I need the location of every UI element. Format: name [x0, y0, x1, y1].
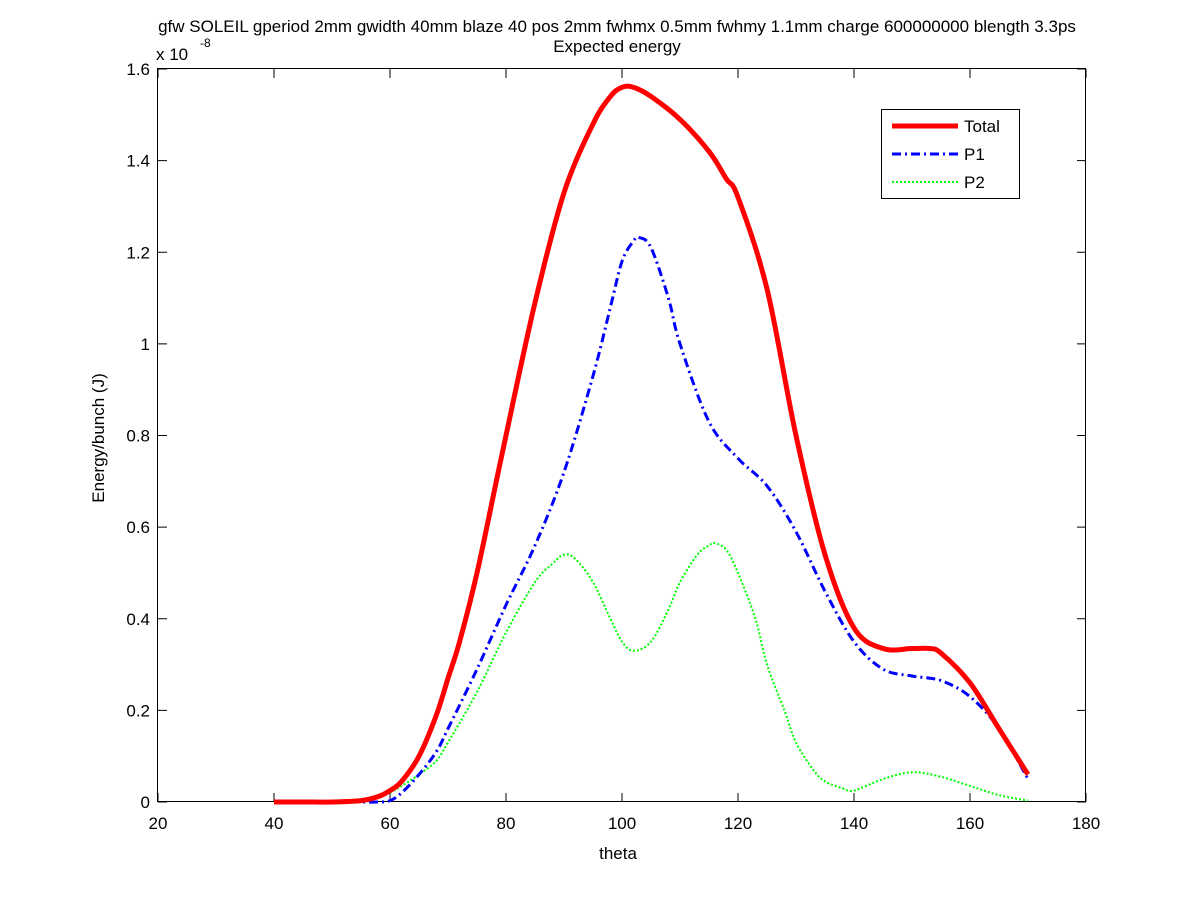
x-tick-label: 160	[956, 814, 984, 833]
y-tick-label: 0.8	[126, 427, 150, 446]
x-tick-label: 180	[1072, 814, 1100, 833]
chart-subtitle: Expected energy	[553, 37, 681, 56]
legend-label-p1: P1	[964, 145, 985, 164]
x-tick-label: 120	[724, 814, 752, 833]
series-line-p1	[274, 235, 1030, 804]
y-exponent: -8	[200, 36, 211, 50]
y-exponent-label: x 10	[156, 45, 188, 64]
y-tick-label: 1.6	[126, 60, 150, 79]
y-axis: 0 0.2 0.4 0.6 0.8 1 1.2 1.4 1.6	[126, 60, 1086, 812]
y-tick-label: 0.4	[126, 610, 150, 629]
chart-title: gfw SOLEIL gperiod 2mm gwidth 40mm blaze…	[158, 17, 1076, 36]
series-line-p2	[389, 541, 1029, 802]
x-tick-label: 140	[840, 814, 868, 833]
x-axis-label: theta	[599, 844, 637, 863]
legend-label-total: Total	[964, 117, 1000, 136]
y-tick-label: 0	[141, 793, 150, 812]
x-tick-label: 20	[149, 814, 168, 833]
x-axis: 20 40 60 80 100 120 140 160 180	[149, 69, 1100, 833]
y-tick-label: 1.2	[126, 243, 150, 262]
x-tick-label: 40	[265, 814, 284, 833]
y-tick-label: 1	[141, 335, 150, 354]
y-tick-label: 1.4	[126, 152, 150, 171]
legend: Total P1 P2	[881, 109, 1020, 199]
series-layer	[274, 83, 1031, 805]
series-line-total	[274, 83, 1031, 805]
x-tick-label: 100	[608, 814, 636, 833]
y-tick-label: 0.6	[126, 518, 150, 537]
x-tick-label: 60	[381, 814, 400, 833]
x-tick-label: 80	[497, 814, 516, 833]
y-axis-label: Energy/bunch (J)	[89, 373, 108, 502]
legend-label-p2: P2	[964, 173, 985, 192]
y-tick-label: 0.2	[126, 701, 150, 720]
